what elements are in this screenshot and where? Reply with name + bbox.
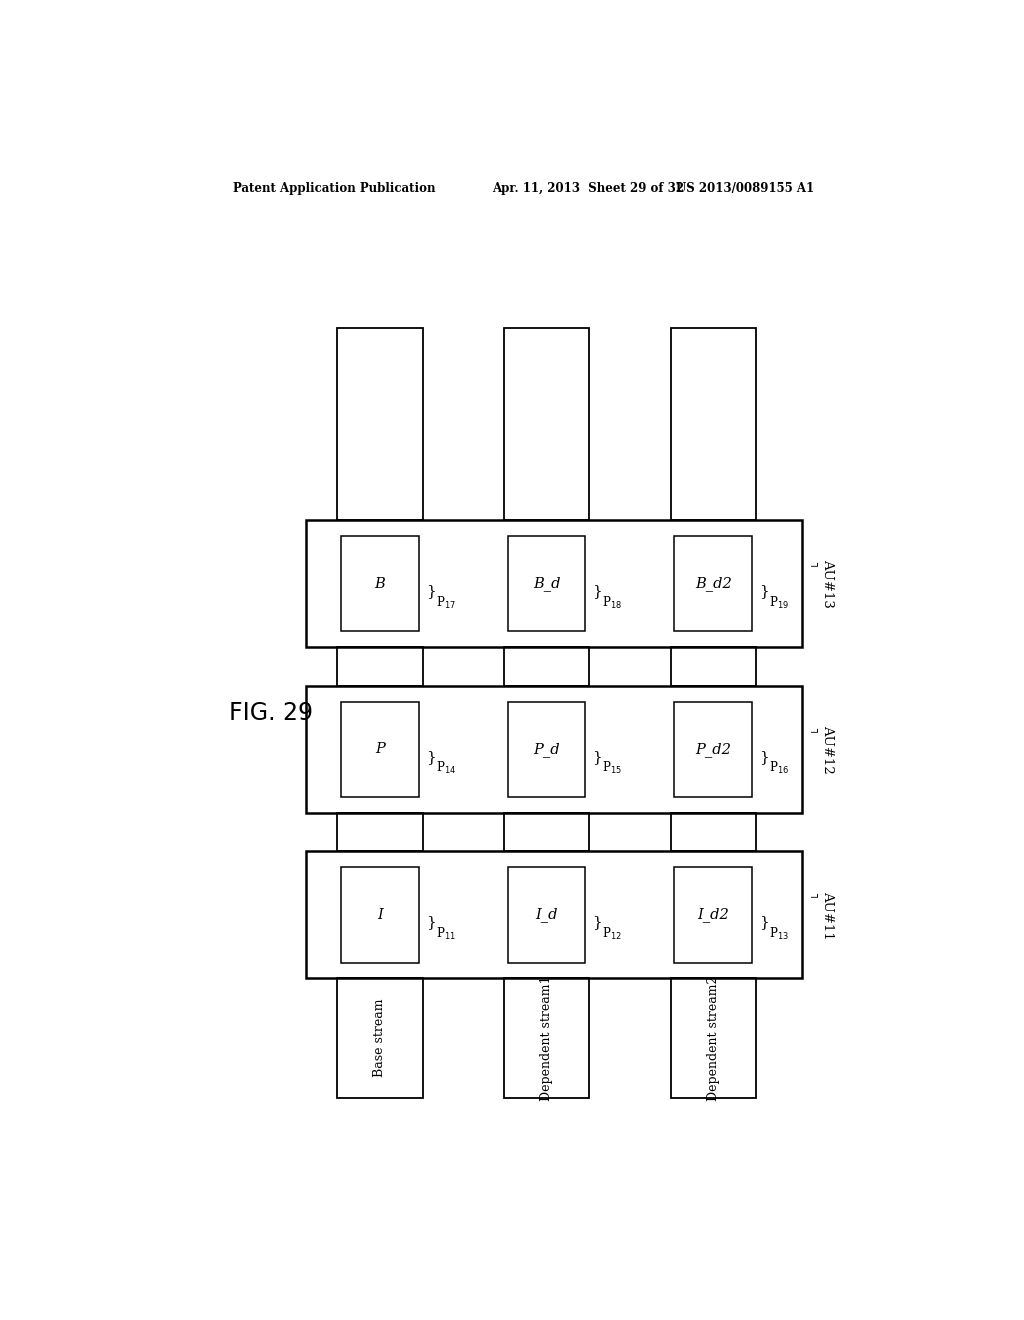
Bar [337, 647, 423, 686]
Text: }: } [426, 750, 435, 764]
Text: }: } [426, 585, 435, 598]
Text: }: } [759, 585, 769, 598]
Text: }: } [759, 916, 769, 929]
Bar [675, 702, 752, 797]
Bar [675, 536, 752, 631]
Text: ┐: ┐ [810, 892, 819, 899]
Text: B_d: B_d [532, 577, 560, 591]
Text: B_d2: B_d2 [694, 577, 731, 591]
Text: P_d2: P_d2 [695, 742, 731, 756]
Bar [504, 647, 589, 686]
Bar [504, 978, 589, 1098]
Text: I: I [377, 908, 383, 921]
Text: AU#13: AU#13 [821, 560, 835, 609]
Text: ┐: ┐ [810, 727, 819, 734]
Text: Dependent stream1: Dependent stream1 [540, 975, 553, 1101]
Text: Base stream: Base stream [374, 999, 386, 1077]
Text: P_d: P_d [534, 742, 560, 756]
Bar [341, 702, 419, 797]
Text: P$_{\mathit{14}}$: P$_{\mathit{14}}$ [435, 760, 456, 776]
Text: }: } [592, 916, 602, 929]
Bar [671, 978, 756, 1098]
Text: ┐: ┐ [810, 561, 819, 568]
Text: }: } [592, 750, 602, 764]
Text: P$_{\mathit{15}}$: P$_{\mathit{15}}$ [602, 760, 622, 776]
Text: Patent Application Publication: Patent Application Publication [232, 182, 435, 194]
Bar [504, 327, 589, 520]
Bar [306, 851, 802, 978]
Bar [341, 536, 419, 631]
Bar [341, 867, 419, 962]
Text: P$_{\mathit{19}}$: P$_{\mathit{19}}$ [769, 594, 788, 611]
Text: }: } [426, 916, 435, 929]
Bar [306, 520, 802, 647]
Bar [337, 978, 423, 1098]
Text: P$_{\mathit{18}}$: P$_{\mathit{18}}$ [602, 594, 623, 611]
Bar [671, 813, 756, 851]
Text: }: } [592, 585, 602, 598]
Text: P$_{\mathit{12}}$: P$_{\mathit{12}}$ [602, 925, 622, 941]
Text: AU#11: AU#11 [821, 891, 835, 940]
Text: P$_{\mathit{17}}$: P$_{\mathit{17}}$ [435, 594, 456, 611]
Bar [504, 813, 589, 851]
Text: }: } [759, 750, 769, 764]
Text: Apr. 11, 2013  Sheet 29 of 32: Apr. 11, 2013 Sheet 29 of 32 [493, 182, 684, 194]
Text: FIG. 29: FIG. 29 [228, 701, 312, 725]
Text: I_d2: I_d2 [697, 907, 729, 923]
Text: AU#12: AU#12 [821, 725, 835, 774]
Text: P$_{\mathit{11}}$: P$_{\mathit{11}}$ [435, 925, 456, 941]
Text: B: B [375, 577, 385, 591]
Text: P$_{\mathit{13}}$: P$_{\mathit{13}}$ [769, 925, 788, 941]
Bar [671, 647, 756, 686]
Bar [508, 867, 586, 962]
Text: Dependent stream2: Dependent stream2 [707, 975, 720, 1101]
Bar [306, 686, 802, 813]
Text: P: P [375, 742, 385, 756]
Text: US 2013/0089155 A1: US 2013/0089155 A1 [676, 182, 814, 194]
Bar [337, 813, 423, 851]
Bar [337, 327, 423, 520]
Bar [671, 327, 756, 520]
Bar [508, 536, 586, 631]
Bar [675, 867, 752, 962]
Text: P$_{\mathit{16}}$: P$_{\mathit{16}}$ [769, 760, 788, 776]
Bar [508, 702, 586, 797]
Text: I_d: I_d [536, 907, 558, 923]
